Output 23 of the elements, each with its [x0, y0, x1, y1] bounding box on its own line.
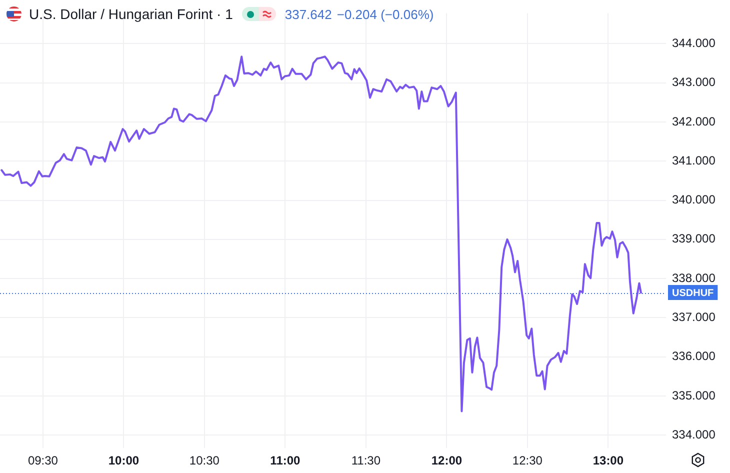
y-tick-label: 341.000: [672, 153, 716, 168]
y-tick-label: 338.000: [672, 270, 716, 285]
y-tick-label: 340.000: [672, 192, 716, 207]
x-tick-label: 12:30: [512, 454, 543, 468]
chart-title: U.S. Dollar / Hungarian Forint · 1: [29, 6, 233, 22]
x-tick-label: 12:00: [431, 454, 462, 468]
x-tick-label: 11:00: [270, 454, 301, 468]
annotation: −0.204 (−0.06%): [336, 6, 434, 22]
x-tick-label: 09:30: [28, 454, 58, 468]
x-tick-label: 10:00: [108, 454, 140, 468]
y-tick-label: 334.000: [672, 427, 716, 442]
x-tick-label: 10:30: [189, 454, 220, 468]
y-tick-label: 336.000: [672, 349, 716, 364]
y-tick-label: 342.000: [672, 114, 716, 128]
annotation: 337.642: [284, 6, 332, 22]
ref-line-label: USDHUF: [672, 288, 714, 299]
y-tick-label: 335.000: [672, 388, 716, 402]
x-tick-label: 13:00: [592, 454, 624, 468]
y-tick-label: 344.000: [672, 36, 716, 50]
y-tick-label: 339.000: [672, 232, 716, 246]
y-tick-label: 337.000: [672, 310, 716, 324]
y-tick-label: 343.000: [672, 75, 716, 90]
x-tick-label: 11:30: [351, 454, 381, 468]
